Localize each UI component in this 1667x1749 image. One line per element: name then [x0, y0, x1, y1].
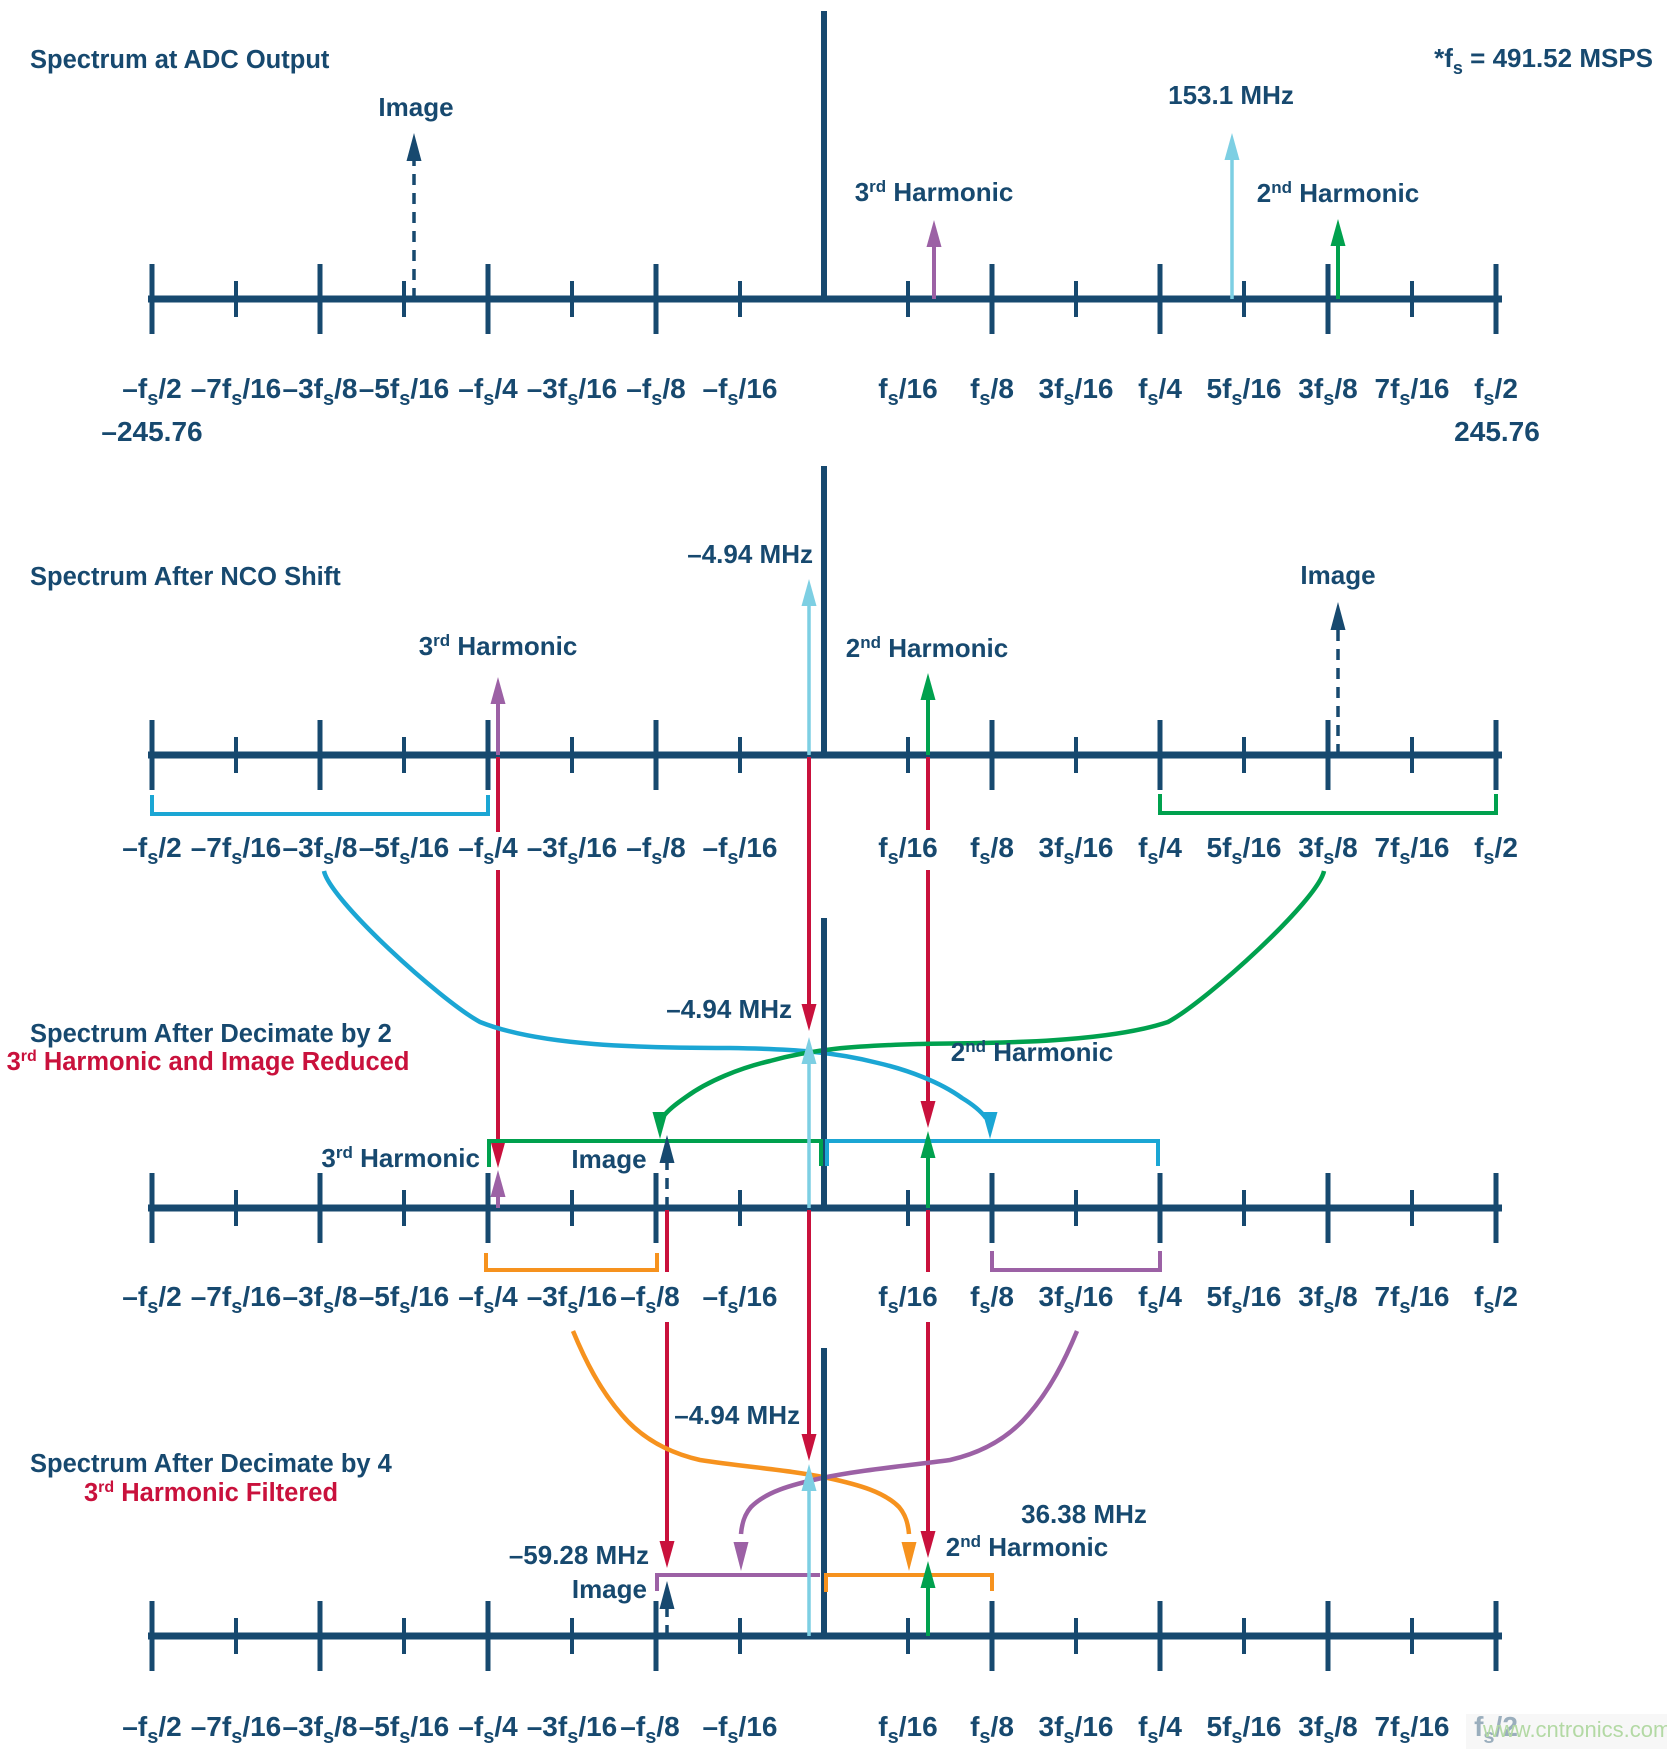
svg-text:–4.94 MHz: –4.94 MHz	[666, 994, 792, 1024]
svg-text:fs​/2: fs​/2	[1474, 832, 1518, 869]
svg-text:–245.76: –245.76	[101, 416, 202, 447]
svg-text:fs​/2: fs​/2	[1474, 1281, 1518, 1318]
svg-text:–5fs​/16: –5fs​/16	[359, 832, 450, 869]
svg-text:fs​/4: fs​/4	[1138, 373, 1182, 410]
svg-text:–3fs​/8: –3fs​/8	[283, 1711, 358, 1748]
svg-text:fs​/4: fs​/4	[1138, 1281, 1182, 1318]
svg-text:–3fs​/8: –3fs​/8	[283, 832, 358, 869]
svg-text:–fs​/16: –fs​/16	[703, 373, 778, 410]
svg-text:Image: Image	[571, 1144, 646, 1174]
svg-text:Image: Image	[572, 1574, 647, 1604]
svg-text:Spectrum at ADC Output: Spectrum at ADC Output	[30, 46, 330, 74]
svg-text:–5fs​/16: –5fs​/16	[359, 373, 450, 410]
svg-text:fs​/4: fs​/4	[1138, 1711, 1182, 1748]
svg-text:–fs​/8: –fs​/8	[620, 1711, 679, 1748]
svg-text:Image: Image	[1300, 560, 1375, 590]
svg-text:fs​/8: fs​/8	[970, 1281, 1014, 1318]
svg-text:–7fs​/16: –7fs​/16	[191, 373, 282, 410]
svg-text:3rd​ Harmonic Filtered: 3rd​ Harmonic Filtered	[84, 1479, 338, 1507]
svg-text:3fs​/16: 3fs​/16	[1039, 1711, 1114, 1748]
svg-text:fs​/16: fs​/16	[878, 1281, 937, 1318]
svg-text:–59.28 MHz: –59.28 MHz	[509, 1540, 649, 1570]
svg-text:36.38 MHz: 36.38 MHz	[1021, 1499, 1147, 1529]
svg-text:2nd​ Harmonic: 2nd​ Harmonic	[846, 633, 1008, 663]
svg-text:7fs​/16: 7fs​/16	[1375, 1281, 1450, 1318]
svg-text:fs​/2: fs​/2	[1474, 373, 1518, 410]
svg-text:5fs​/16: 5fs​/16	[1207, 373, 1282, 410]
svg-text:–4.94 MHz: –4.94 MHz	[674, 1400, 800, 1430]
svg-text:153.1 MHz: 153.1 MHz	[1168, 80, 1294, 110]
svg-text:Spectrum After Decimate by 2: Spectrum After Decimate by 2	[30, 1020, 392, 1048]
svg-text:fs​/8: fs​/8	[970, 373, 1014, 410]
svg-text:3fs​/16: 3fs​/16	[1039, 373, 1114, 410]
svg-text:5fs​/16: 5fs​/16	[1207, 1281, 1282, 1318]
svg-text:Image: Image	[378, 92, 453, 122]
svg-text:3fs​/16: 3fs​/16	[1039, 1281, 1114, 1318]
svg-text:3fs​/16: 3fs​/16	[1039, 832, 1114, 869]
svg-text:–3fs​/8: –3fs​/8	[283, 1281, 358, 1318]
svg-text:*fs​ = 491.52 MSPS: *fs​ = 491.52 MSPS	[1434, 43, 1653, 78]
svg-text:5fs​/16: 5fs​/16	[1207, 832, 1282, 869]
svg-text:www.cntronics.com: www.cntronics.com	[1482, 1717, 1667, 1742]
svg-text:245.76: 245.76	[1454, 416, 1540, 447]
svg-text:–fs​/16: –fs​/16	[703, 832, 778, 869]
svg-text:–fs​/16: –fs​/16	[703, 1711, 778, 1748]
svg-text:Spectrum After NCO Shift: Spectrum After NCO Shift	[30, 563, 341, 591]
svg-text:fs​/8: fs​/8	[970, 832, 1014, 869]
svg-text:fs​/4: fs​/4	[1138, 832, 1182, 869]
svg-text:–3fs​/8: –3fs​/8	[283, 373, 358, 410]
svg-text:7fs​/16: 7fs​/16	[1375, 373, 1450, 410]
svg-text:fs​/8: fs​/8	[970, 1711, 1014, 1748]
svg-text:–4.94 MHz: –4.94 MHz	[687, 539, 813, 569]
svg-text:7fs​/16: 7fs​/16	[1375, 832, 1450, 869]
svg-text:7fs​/16: 7fs​/16	[1375, 1711, 1450, 1748]
svg-text:3rd​ Harmonic and Image Reduce: 3rd​ Harmonic and Image Reduced	[7, 1048, 410, 1076]
svg-text:–fs​/2: –fs​/2	[122, 1281, 181, 1318]
svg-text:5fs​/16: 5fs​/16	[1207, 1711, 1282, 1748]
svg-text:–fs​/16: –fs​/16	[703, 1281, 778, 1318]
svg-text:Spectrum After Decimate by 4: Spectrum After Decimate by 4	[30, 1450, 393, 1478]
